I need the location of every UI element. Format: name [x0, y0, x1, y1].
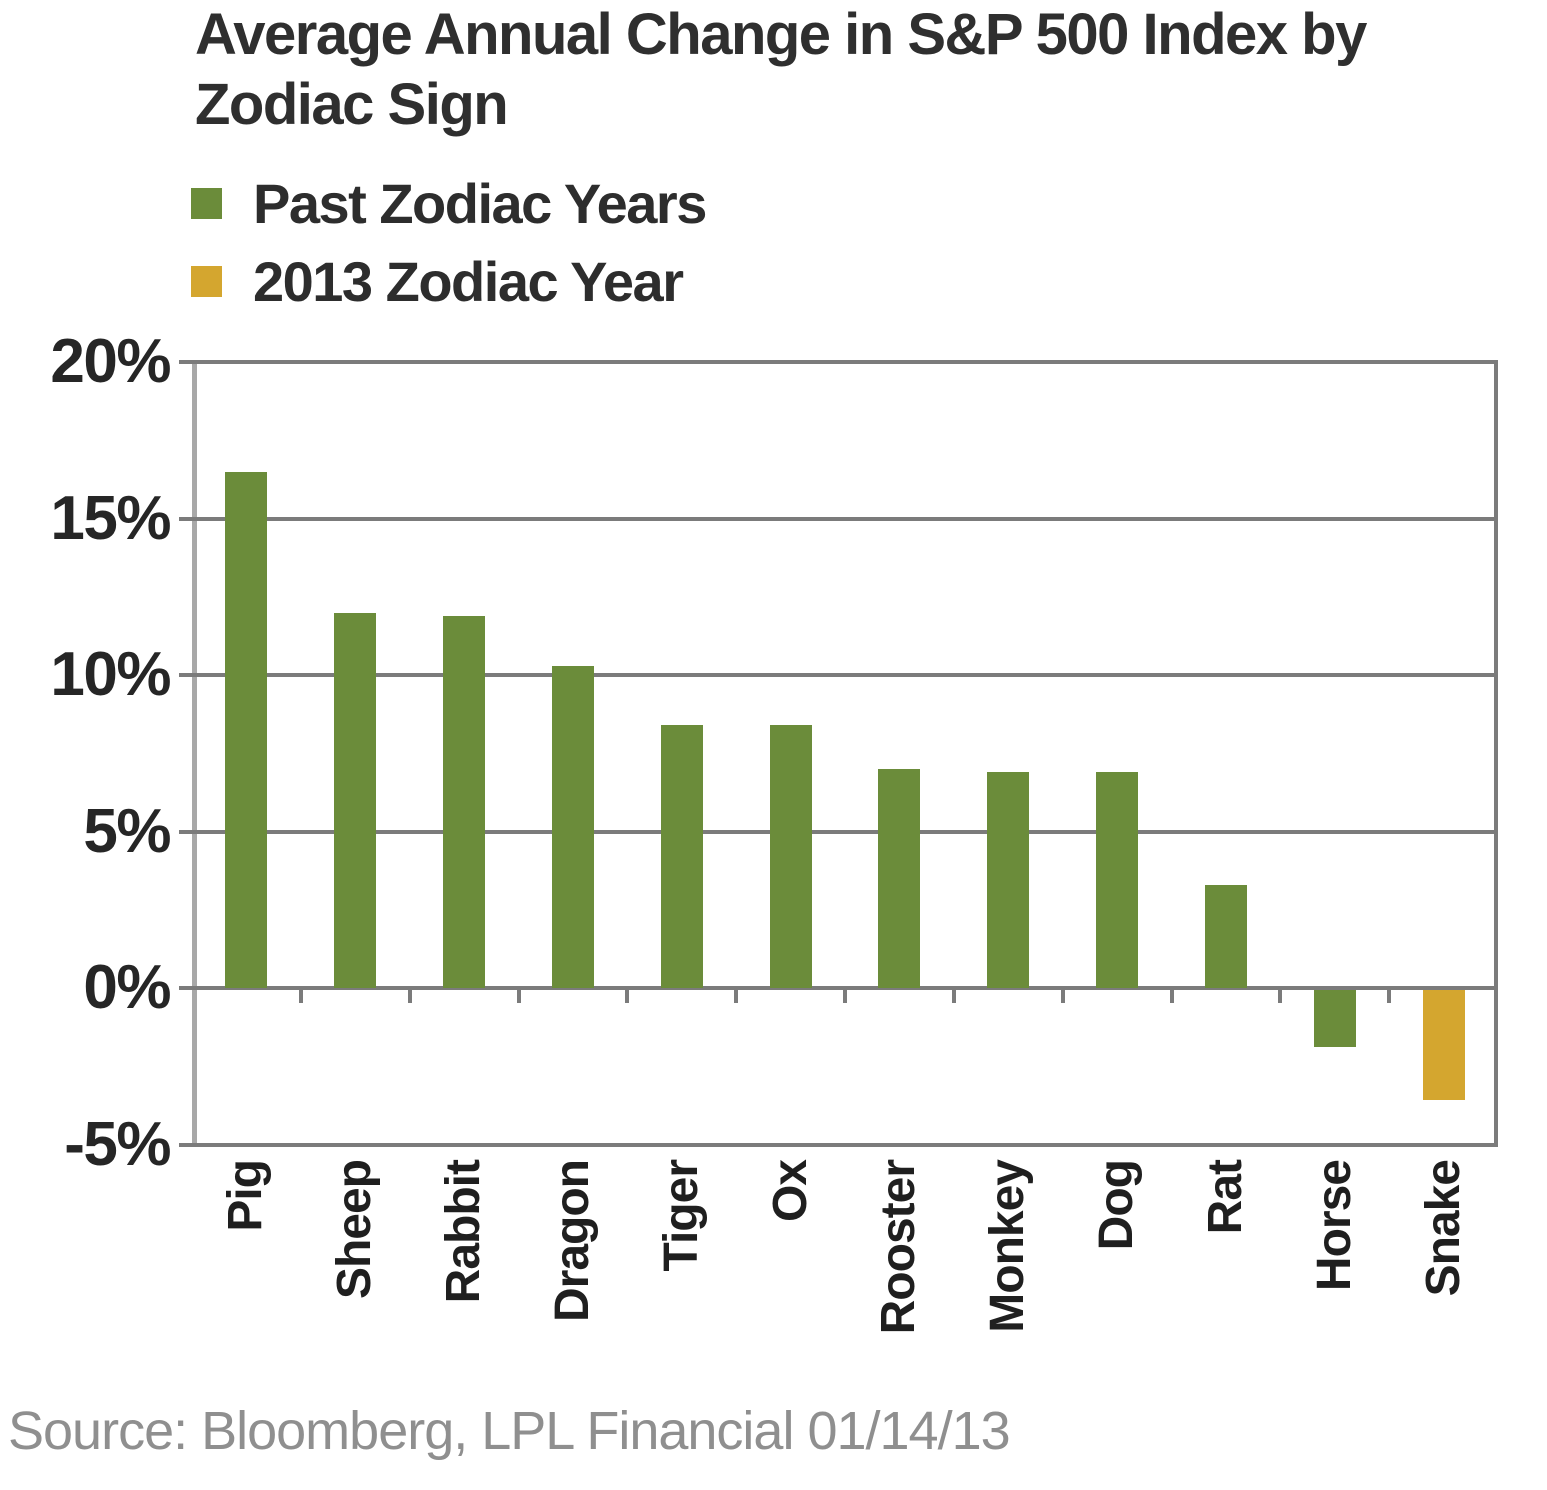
x-label-sheep: Sheep	[328, 1160, 382, 1300]
bar-ox	[769, 725, 812, 989]
gridline--5pct	[179, 1143, 1498, 1147]
y-tick-label-15pct: 15%	[50, 483, 171, 553]
plot-area	[179, 360, 1498, 1147]
gridline-15pct	[179, 516, 1498, 521]
bar-dragon	[551, 665, 594, 989]
legend: Past Zodiac Years 2013 Zodiac Year	[191, 171, 707, 328]
x-label-tiger: Tiger	[654, 1160, 708, 1272]
y-tick-label-0pct: 0%	[83, 953, 171, 1023]
chart-title: Average Annual Change in S&P 500 Index b…	[195, 0, 1445, 140]
gridline-0pct	[179, 986, 1498, 991]
x-axis-tick	[734, 990, 739, 1004]
plot-right-border	[1494, 362, 1498, 1145]
gridline-5pct	[179, 829, 1498, 834]
x-axis-tick	[1387, 990, 1392, 1004]
bar-rabbit	[443, 615, 486, 989]
bar-monkey	[987, 772, 1030, 989]
x-label-rooster: Rooster	[872, 1160, 926, 1335]
bar-sheep	[334, 612, 377, 989]
legend-swatch-green-icon	[191, 187, 222, 219]
gridline-10pct	[179, 673, 1498, 678]
bar-tiger	[660, 725, 703, 989]
bar-rooster	[878, 769, 921, 989]
x-axis-tick	[1169, 990, 1174, 1004]
chart-title-line-2: Zodiac Sign	[195, 72, 509, 137]
x-label-pig: Pig	[219, 1160, 273, 1232]
bar-snake	[1422, 990, 1465, 1100]
legend-label-2013: 2013 Zodiac Year	[253, 249, 684, 313]
bar-dog	[1096, 772, 1139, 989]
x-axis-tick	[516, 990, 521, 1004]
x-label-snake: Snake	[1416, 1160, 1470, 1297]
bar-rat	[1204, 885, 1247, 989]
x-label-monkey: Monkey	[981, 1160, 1035, 1333]
bar-horse	[1313, 990, 1356, 1047]
legend-item-2013-zodiac-year: 2013 Zodiac Year	[191, 249, 706, 313]
chart-title-line-1: Average Annual Change in S&P 500 Index b…	[195, 2, 1367, 67]
source-note: Source: Bloomberg, LPL Financial 01/14/1…	[8, 1401, 1011, 1461]
x-axis-tick	[1060, 990, 1065, 1004]
y-tick-label-5pct: 5%	[83, 796, 171, 866]
x-axis-tick	[298, 990, 303, 1004]
bar-pig	[225, 471, 268, 989]
y-tick-label-10pct: 10%	[50, 640, 171, 710]
x-label-rat: Rat	[1198, 1160, 1252, 1235]
y-tick-label--5pct: -5%	[64, 1110, 171, 1179]
x-axis-tick	[1278, 990, 1283, 1004]
x-axis-tick	[843, 990, 847, 1004]
gridline-20pct	[179, 360, 1498, 364]
legend-swatch-gold-icon	[191, 265, 222, 297]
x-axis-tick	[625, 990, 630, 1004]
x-axis-tick	[407, 990, 412, 1004]
x-label-dog: Dog	[1090, 1160, 1144, 1251]
x-label-horse: Horse	[1307, 1160, 1361, 1292]
y-tick-label-20pct: 20%	[50, 327, 171, 396]
x-axis-tick	[951, 990, 956, 1004]
x-label-dragon: Dragon	[545, 1160, 599, 1322]
x-label-ox: Ox	[763, 1160, 817, 1223]
legend-item-past-zodiac-years: Past Zodiac Years	[191, 171, 707, 235]
y-axis-line	[192, 362, 197, 1145]
x-label-rabbit: Rabbit	[437, 1160, 491, 1304]
legend-label-past: Past Zodiac Years	[253, 171, 707, 235]
